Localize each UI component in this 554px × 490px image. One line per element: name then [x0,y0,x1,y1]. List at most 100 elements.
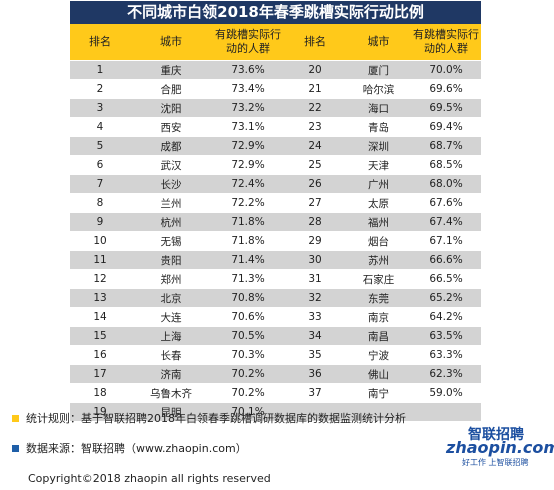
table-row: 8 兰州 72.2% 27 太原 67.6% [70,193,481,213]
city-cell: 南宁 [346,383,411,403]
rank-cell: 28 [284,212,346,232]
rank-cell [284,402,346,422]
rank-cell: 10 [70,231,130,251]
city-cell: 成都 [130,136,212,156]
rank-cell: 13 [70,288,130,308]
table-row: 14 大连 70.6% 33 南京 64.2% [70,307,481,327]
ratio-cell: 72.9% [212,136,284,156]
ratio-cell: 71.3% [212,269,284,289]
rank-cell: 37 [284,383,346,403]
ratio-cell: 67.1% [411,231,481,251]
note-source-text: 数据来源：智联招聘（www.zhaopin.com） [26,442,247,455]
ratio-cell: 72.4% [212,174,284,194]
rank-cell: 30 [284,250,346,270]
rank-cell: 33 [284,307,346,327]
header-rank-2: 排名 [284,24,346,61]
ratio-cell [411,402,481,422]
rank-cell: 15 [70,326,130,346]
rank-cell: 11 [70,250,130,270]
ratio-cell: 70.6% [212,307,284,327]
ratio-cell: 73.6% [212,60,284,80]
ratio-cell: 73.2% [212,98,284,118]
ratio-cell: 70.0% [411,60,481,80]
rank-cell: 26 [284,174,346,194]
ratio-cell: 69.4% [411,117,481,137]
ratio-cell: 68.5% [411,155,481,175]
city-cell: 合肥 [130,79,212,99]
rank-cell: 18 [70,383,130,403]
copyright: Copyright©2018 zhaopin all rights reserv… [28,472,271,485]
city-cell: 兰州 [130,193,212,213]
rank-cell: 1 [70,60,130,80]
ratio-cell: 70.1% [212,402,284,422]
city-cell: 青岛 [346,117,411,137]
table-row: 17 济南 70.2% 36 佛山 62.3% [70,364,481,384]
table-row: 15 上海 70.5% 34 南昌 63.5% [70,326,481,346]
ratio-cell: 68.7% [411,136,481,156]
city-cell: 上海 [130,326,212,346]
ratio-cell: 70.2% [212,364,284,384]
header-rank: 排名 [70,24,130,61]
table-row: 9 杭州 71.8% 28 福州 67.4% [70,212,481,232]
rank-cell: 32 [284,288,346,308]
logo-en: zhaopin.com [446,438,554,457]
ratio-cell: 68.0% [411,174,481,194]
city-cell: 太原 [346,193,411,213]
city-cell: 东莞 [346,288,411,308]
rank-cell: 36 [284,364,346,384]
city-cell: 南京 [346,307,411,327]
rank-cell: 6 [70,155,130,175]
table-row: 4 西安 73.1% 23 青岛 69.4% [70,117,481,137]
city-cell: 乌鲁木齐 [130,383,212,403]
city-cell: 无锡 [130,231,212,251]
table-row: 2 合肥 73.4% 21 哈尔滨 69.6% [70,79,481,99]
table-row: 11 贵阳 71.4% 30 苏州 66.6% [70,250,481,270]
city-cell: 长春 [130,345,212,365]
city-cell: 杭州 [130,212,212,232]
city-cell: 南昌 [346,326,411,346]
ratio-cell: 66.6% [411,250,481,270]
table-row: 5 成都 72.9% 24 深圳 68.7% [70,136,481,156]
city-cell: 重庆 [130,60,212,80]
city-cell: 沈阳 [130,98,212,118]
city-cell: 石家庄 [346,269,411,289]
ratio-cell: 70.5% [212,326,284,346]
ratio-cell: 67.6% [411,193,481,213]
city-cell: 大连 [130,307,212,327]
square-bullet-icon [12,445,19,452]
logo-tagline: 好工作 上智联招聘 [462,458,529,467]
rank-cell: 2 [70,79,130,99]
header-ratio-2: 有跳槽实际行动的人群 [411,24,481,61]
ratio-cell: 71.8% [212,212,284,232]
city-cell: 深圳 [346,136,411,156]
header-ratio: 有跳槽实际行动的人群 [212,24,284,61]
notes: 统计规则：基于智联招聘2018年白领春季跳槽调研数据库的数据监测统计分析 数据来… [12,410,442,470]
ratio-cell: 71.8% [212,231,284,251]
ratio-cell: 63.5% [411,326,481,346]
rank-cell: 3 [70,98,130,118]
city-cell: 厦门 [346,60,411,80]
city-cell: 武汉 [130,155,212,175]
note-rule: 统计规则：基于智联招聘2018年白领春季跳槽调研数据库的数据监测统计分析 [12,410,442,428]
header-city: 城市 [130,24,212,61]
rank-cell: 19 [70,402,130,422]
city-cell: 佛山 [346,364,411,384]
ratio-cell: 73.4% [212,79,284,99]
city-cell: 海口 [346,98,411,118]
rank-cell: 23 [284,117,346,137]
square-bullet-icon [12,415,19,422]
rank-cell: 16 [70,345,130,365]
table-title: 不同城市白领2018年春季跳槽实际行动比例 [70,1,481,24]
city-cell: 北京 [130,288,212,308]
city-cell: 西安 [130,117,212,137]
ratio-cell: 69.5% [411,98,481,118]
rank-cell: 5 [70,136,130,156]
city-cell: 苏州 [346,250,411,270]
rank-cell: 34 [284,326,346,346]
ratio-cell: 62.3% [411,364,481,384]
city-cell: 长沙 [130,174,212,194]
rank-cell: 22 [284,98,346,118]
rank-cell: 25 [284,155,346,175]
city-cell: 昆明 [130,402,212,422]
rank-cell: 4 [70,117,130,137]
